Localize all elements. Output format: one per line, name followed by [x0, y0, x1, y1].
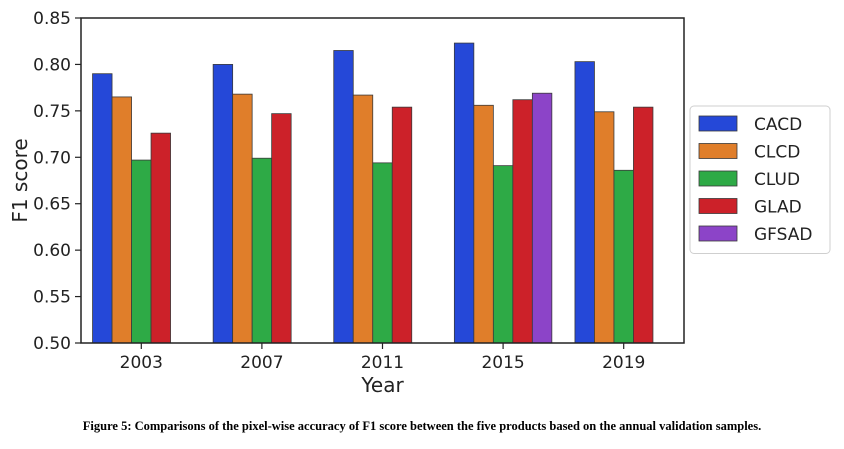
legend-swatch-clud [698, 170, 738, 187]
y-tick-label: 0.50 [33, 334, 71, 354]
bar-clcd-2015 [473, 104, 494, 344]
bar-glad-2003 [150, 132, 171, 344]
bar-clud-2011 [372, 162, 393, 344]
x-tick-label: 2003 [120, 353, 163, 373]
legend-label-clud: CLUD [754, 170, 800, 190]
bar-clcd-2007 [232, 93, 253, 344]
x-tick-label: 2007 [240, 353, 283, 373]
bar-chart: 0.500.550.600.650.700.750.800.85 2003 200… [8, 9, 831, 397]
bar-glad-2019 [633, 106, 654, 344]
y-tick-label: 0.75 [33, 102, 71, 122]
legend-label-cacd: CACD [754, 115, 802, 135]
bar-cacd-2019 [574, 61, 595, 344]
x-axis-label: Year [360, 373, 404, 397]
bar-gfsad-2015 [531, 92, 553, 344]
bar-cacd-2007 [212, 64, 234, 344]
x-tick-label: 2011 [361, 353, 404, 373]
bar-clcd-2019 [594, 111, 615, 344]
legend-label-glad: GLAD [754, 198, 802, 218]
bar-clud-2003 [131, 159, 152, 344]
legend: CACD CLCD CLUD GLAD GFSAD [689, 105, 831, 254]
y-tick-label: 0.70 [33, 148, 71, 168]
y-axis-label: F1 score [8, 138, 32, 222]
bar-cacd-2003 [92, 73, 113, 344]
legend-label-gfsad: GFSAD [754, 225, 812, 245]
bar-clud-2019 [613, 169, 634, 344]
legend-swatch-cacd [698, 115, 738, 132]
bar-cacd-2011 [333, 50, 354, 344]
x-axis: 2003 2007 2011 2015 2019 [120, 343, 645, 373]
bars-group [92, 42, 654, 344]
y-tick-label: 0.80 [33, 55, 71, 75]
y-axis: 0.50 0.55 0.60 0.65 0.70 0.75 0.80 0.85 [33, 9, 81, 354]
figure-caption: Figure 5: Comparisons of the pixel-wise … [82, 419, 762, 433]
legend-label-clcd: CLCD [754, 143, 800, 163]
bar-glad-2007 [271, 113, 292, 344]
bar-glad-2011 [391, 106, 413, 344]
bar-clud-2007 [251, 157, 273, 344]
y-tick-label: 0.55 [33, 288, 71, 308]
legend-box [689, 105, 831, 254]
y-tick-label: 0.85 [33, 9, 71, 29]
x-tick-label: 2019 [602, 353, 645, 373]
bar-clud-2015 [492, 165, 514, 344]
y-tick-label: 0.60 [33, 241, 71, 261]
x-tick-label: 2015 [481, 353, 524, 373]
bar-cacd-2015 [453, 42, 475, 344]
y-tick-label: 0.65 [33, 195, 71, 215]
bar-glad-2015 [512, 99, 533, 344]
legend-swatch-gfsad [698, 225, 738, 242]
legend-swatch-clcd [698, 143, 738, 159]
bar-clcd-2003 [111, 96, 132, 344]
legend-swatch-glad [698, 198, 738, 214]
bar-clcd-2011 [352, 94, 374, 344]
